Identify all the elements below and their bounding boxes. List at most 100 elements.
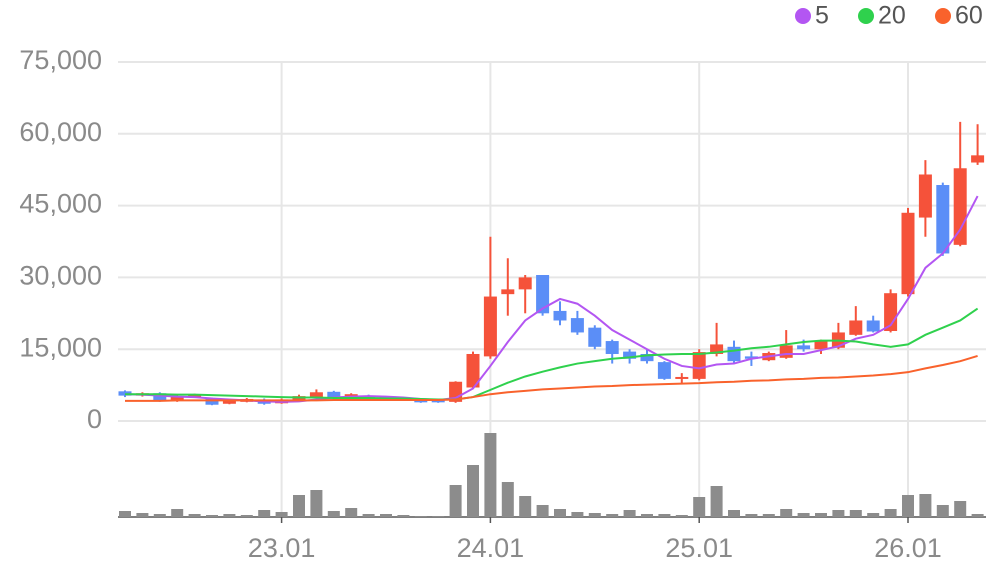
- y-tick-label: 45,000: [19, 189, 102, 219]
- legend-marker: [935, 8, 951, 24]
- volume-bar: [884, 509, 897, 517]
- candle-body: [675, 376, 689, 379]
- candle-body: [153, 393, 167, 401]
- volume-bar: [536, 505, 549, 517]
- volume-bar: [136, 513, 149, 517]
- legend: 5 20 60: [795, 2, 983, 30]
- candle-body: [570, 318, 584, 333]
- y-tick-label: 15,000: [19, 332, 102, 362]
- volume-bar: [171, 509, 184, 517]
- volume-bar: [258, 510, 271, 517]
- x-tick-label: 24.01: [457, 533, 525, 563]
- volume-bar: [588, 513, 601, 517]
- candle-body: [936, 185, 950, 254]
- candle-body: [483, 296, 497, 357]
- legend-label: 5: [815, 2, 829, 30]
- volume-bar: [623, 510, 636, 517]
- volume-bar: [954, 501, 967, 517]
- volume-bar: [710, 486, 723, 517]
- candle-body: [849, 320, 863, 335]
- candle-body: [309, 392, 323, 399]
- volume-bar: [606, 514, 619, 517]
- volume-bar: [797, 513, 810, 517]
- volume-bar: [449, 485, 462, 517]
- volume-bar: [693, 497, 706, 517]
- volume-bar: [971, 514, 984, 517]
- volume-bar: [414, 516, 427, 517]
- volume-bar: [362, 514, 375, 517]
- volume-bar: [275, 512, 288, 517]
- candle-body: [866, 320, 880, 332]
- candle-body: [971, 155, 985, 163]
- volume-bar: [919, 494, 932, 517]
- candle-body: [518, 277, 532, 290]
- volume-bar: [484, 433, 497, 517]
- candle-body: [814, 341, 828, 350]
- volume-bar: [467, 465, 479, 517]
- volume-bar: [293, 495, 305, 517]
- volume-bar: [432, 516, 445, 517]
- legend-label: 20: [878, 2, 906, 30]
- legend-marker: [858, 8, 874, 24]
- volume-bar: [745, 514, 758, 517]
- volume-bar: [345, 508, 358, 517]
- y-tick-label: 75,000: [19, 45, 102, 75]
- legend-marker: [795, 8, 811, 24]
- candle-body: [692, 352, 706, 379]
- ma-line: [125, 307, 979, 401]
- volume-bar: [501, 482, 514, 517]
- volume-bar: [641, 514, 653, 517]
- volume-bar: [206, 515, 218, 517]
- volume-bar: [815, 513, 827, 517]
- candle-body: [222, 400, 236, 404]
- volume-bar: [153, 514, 166, 517]
- candle-body: [623, 351, 637, 359]
- volume-bar: [380, 514, 392, 517]
- candle-body: [953, 168, 967, 245]
- volume-bar: [327, 511, 340, 517]
- volume-bar: [675, 515, 688, 517]
- candle-body: [327, 391, 341, 399]
- volume-bar: [867, 513, 880, 517]
- candle-body: [918, 174, 932, 218]
- x-tick-label: 26.01: [874, 533, 942, 563]
- candle-body: [727, 346, 741, 362]
- candle-body: [640, 353, 654, 362]
- candle-body: [657, 362, 671, 379]
- candle-body: [588, 327, 602, 347]
- volume-bar: [188, 514, 201, 517]
- candle-body: [170, 396, 184, 401]
- ma-line: [124, 195, 979, 403]
- y-tick-label: 30,000: [19, 261, 102, 291]
- legend-label: 60: [955, 2, 983, 30]
- candle-body: [466, 353, 480, 388]
- volume-bar: [240, 515, 253, 517]
- volume-bar: [902, 495, 914, 517]
- volume-bar: [571, 512, 584, 517]
- candle-body: [553, 310, 567, 321]
- volume-bar: [936, 505, 949, 517]
- volume-bar: [519, 496, 532, 517]
- x-tick-label: 25.01: [665, 533, 733, 563]
- volume-bar: [658, 514, 671, 517]
- candle-body: [779, 345, 793, 358]
- candle-body: [797, 345, 811, 350]
- volume-bar: [119, 511, 131, 517]
- volume-bar: [728, 510, 740, 517]
- volume-bar: [310, 490, 323, 517]
- y-tick-label: 0: [87, 404, 102, 434]
- volume-bar: [762, 514, 775, 517]
- volume-bar: [832, 510, 845, 517]
- ma-line: [125, 354, 978, 402]
- volume-bar: [223, 514, 236, 517]
- volume-bar: [554, 509, 566, 517]
- volume-bar: [780, 509, 793, 517]
- candle-body: [188, 394, 202, 398]
- volume-bar: [849, 510, 862, 517]
- candle-body: [605, 341, 619, 354]
- volume-bar: [397, 515, 410, 517]
- candle-body: [501, 289, 515, 295]
- candle-body: [536, 275, 550, 314]
- candle-body: [901, 212, 915, 295]
